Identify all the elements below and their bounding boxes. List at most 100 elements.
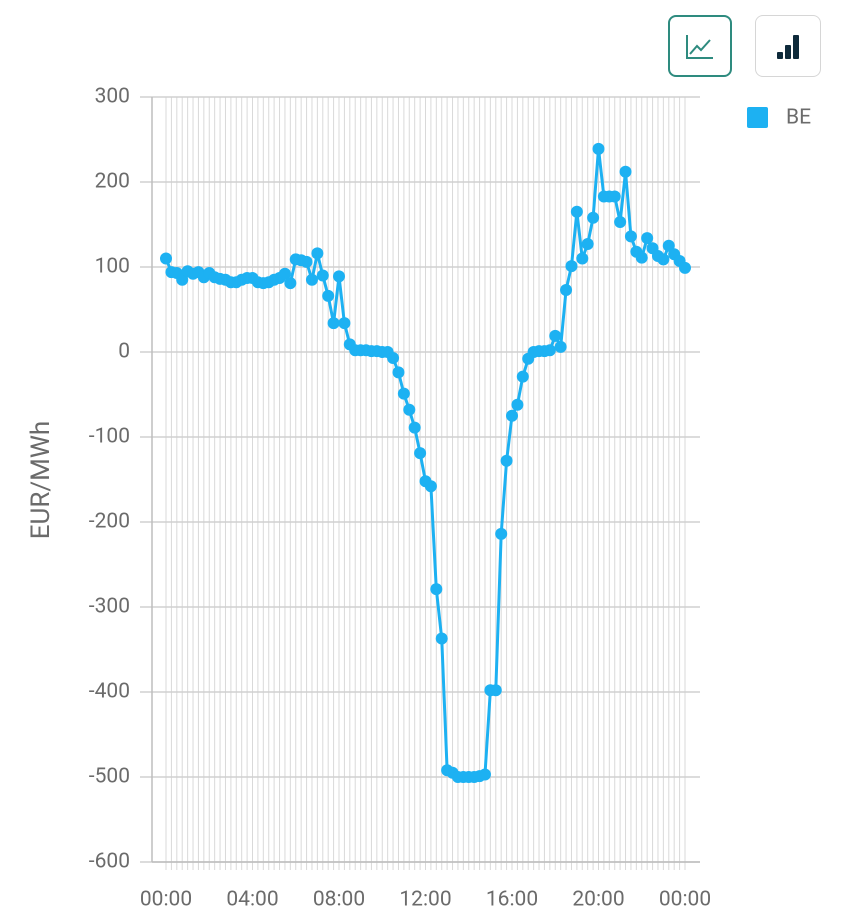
- data-point: [560, 283, 573, 296]
- data-point: [165, 266, 178, 279]
- data-point: [657, 253, 670, 266]
- data-point: [176, 273, 189, 286]
- data-point: [424, 480, 437, 493]
- y-tick-label: 100: [95, 255, 130, 279]
- data-point: [516, 370, 529, 383]
- data-point: [273, 272, 286, 285]
- data-point: [597, 190, 610, 203]
- data-point: [651, 249, 664, 262]
- data-point: [668, 248, 681, 261]
- data-point: [435, 632, 448, 645]
- data-point: [565, 260, 578, 273]
- x-tick-label: 08:00: [313, 888, 365, 912]
- y-tick-label: -500: [89, 765, 130, 789]
- data-point: [570, 205, 583, 218]
- data-point: [246, 272, 259, 285]
- data-point: [208, 271, 221, 284]
- data-point: [360, 344, 373, 357]
- data-point: [192, 266, 205, 279]
- data-point: [581, 238, 594, 251]
- data-point: [478, 768, 491, 781]
- x-tick-label: 04:00: [226, 888, 278, 912]
- data-point: [262, 276, 275, 289]
- data-point: [511, 398, 524, 411]
- data-point: [414, 447, 427, 460]
- data-point: [278, 267, 291, 280]
- data-point: [181, 265, 194, 278]
- x-tick-label: 00:00: [659, 888, 711, 912]
- y-tick-label: -200: [89, 510, 130, 534]
- y-tick-label: -300: [89, 595, 130, 619]
- data-point: [419, 475, 432, 488]
- data-point: [576, 252, 589, 265]
- data-point: [397, 387, 410, 400]
- data-point: [484, 684, 497, 697]
- data-point: [538, 345, 551, 358]
- data-point: [679, 261, 691, 274]
- x-tick-label: 16:00: [486, 888, 538, 912]
- data-point: [214, 272, 227, 285]
- data-point: [430, 583, 443, 596]
- data-point: [457, 771, 470, 783]
- data-point: [451, 771, 464, 783]
- data-point: [311, 247, 324, 260]
- series-line: [164, 147, 687, 779]
- data-point: [338, 317, 351, 330]
- data-point: [533, 345, 546, 358]
- data-point: [468, 771, 481, 783]
- legend-label: BE: [786, 106, 811, 130]
- bar-chart-button[interactable]: [755, 15, 821, 77]
- data-point: [305, 273, 318, 286]
- y-tick-label: 0: [118, 340, 130, 364]
- y-tick-label: -400: [89, 680, 130, 704]
- data-point: [549, 329, 562, 342]
- y-tick-label: -100: [89, 425, 130, 449]
- data-point: [284, 277, 297, 290]
- data-point: [608, 190, 621, 203]
- data-point: [219, 273, 232, 286]
- data-point: [408, 421, 421, 434]
- data-point: [235, 273, 248, 286]
- data-point: [327, 317, 340, 330]
- data-point: [300, 255, 313, 268]
- y-tick-label: -600: [89, 850, 130, 874]
- data-point: [630, 245, 643, 258]
- data-point: [441, 764, 454, 777]
- y-tick-label: 300: [95, 85, 130, 109]
- data-point: [257, 277, 270, 290]
- data-point: [160, 252, 172, 265]
- data-point: [462, 771, 475, 783]
- data-point: [392, 366, 405, 379]
- data-point: [387, 351, 400, 364]
- data-point: [673, 255, 686, 268]
- data-point: [662, 239, 675, 252]
- bar-chart-icon: [777, 35, 799, 59]
- data-point: [587, 211, 600, 224]
- data-point: [489, 684, 502, 697]
- data-point: [354, 344, 367, 357]
- data-point: [241, 272, 254, 285]
- legend-swatch: [747, 107, 768, 128]
- data-point: [170, 266, 183, 279]
- y-tick-label: 200: [95, 170, 130, 194]
- data-point: [446, 766, 459, 779]
- data-point: [289, 253, 302, 266]
- data-point: [403, 403, 416, 416]
- x-tick-label: 00:00: [140, 888, 192, 912]
- x-tick-label: 20:00: [572, 888, 624, 912]
- data-point: [624, 230, 637, 243]
- data-point: [543, 344, 556, 357]
- data-point: [316, 269, 329, 282]
- data-point: [333, 270, 345, 283]
- data-point: [641, 232, 654, 245]
- y-axis-label: EUR/MWh: [26, 421, 56, 539]
- x-tick-label: 12:00: [399, 888, 451, 912]
- data-point: [197, 271, 210, 284]
- line-chart-button[interactable]: [668, 15, 732, 77]
- data-point: [646, 242, 659, 255]
- data-point: [224, 276, 237, 289]
- data-point: [376, 346, 389, 358]
- data-point: [187, 267, 200, 280]
